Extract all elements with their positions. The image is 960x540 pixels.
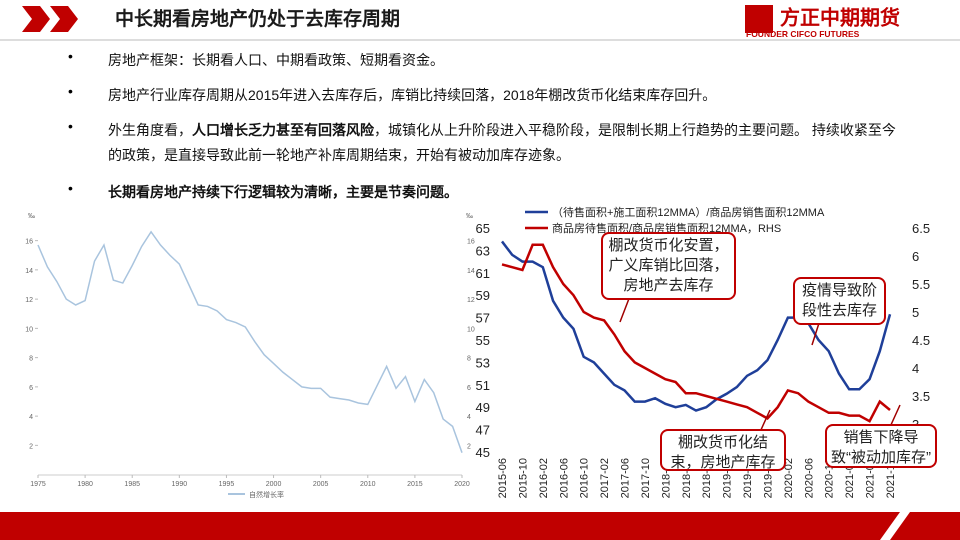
y-tick-label: 10 (25, 326, 33, 333)
text-run: 长期看房地产持续下行逻辑较为清晰，主要是节奏问题。 (108, 184, 458, 200)
text-run: 房地产框架：长期看人口、中期看政策、短期看资金。 (108, 52, 444, 68)
y2-tick-label: 4 (467, 414, 471, 421)
x-tick-label: 1975 (30, 481, 46, 488)
text-run: 人口增长乏力甚至有回落风险 (192, 122, 374, 138)
x-tick-label: 2017-10 (640, 458, 652, 498)
y2-tick-label: 6.5 (912, 221, 930, 236)
y2-tick-label: 14 (467, 268, 475, 275)
x-tick-label: 2017-02 (599, 458, 611, 498)
logo-subtext: FOUNDER CIFCO FUTURES (746, 29, 860, 39)
y-tick-label: 49 (476, 400, 490, 415)
y-tick-label: 57 (476, 311, 490, 326)
x-tick-label: 2010 (360, 481, 376, 488)
y-tick-label: 16 (25, 239, 33, 246)
chevron (22, 6, 50, 32)
text-run: 外生角度看， (108, 122, 192, 138)
y-tick-label: 4 (29, 414, 33, 421)
y2-tick-label: 16 (467, 239, 475, 246)
bullet-text: 房地产行业库存周期从2015年进入去库存后，库销比持续回落，2018年棚改货币化… (108, 83, 898, 108)
bullet-dot: • (68, 83, 73, 99)
x-tick-label: 2020-06 (803, 458, 815, 498)
callout: 棚改货币化结束，房地产库存回升 (660, 429, 786, 471)
x-tick-label: 2021-02 (844, 458, 856, 498)
x-tick-label: 1985 (124, 481, 140, 488)
y2-tick-label: 6 (467, 385, 471, 392)
y2-tick-label: 10 (467, 326, 475, 333)
y-tick-label: 47 (476, 423, 490, 438)
y-tick-label: 63 (476, 243, 490, 258)
y2-tick-label: 12 (467, 297, 475, 304)
footer-band (0, 512, 900, 540)
x-tick-label: 2015 (407, 481, 423, 488)
y-tick-label: 45 (476, 445, 490, 460)
bullet-text: 长期看房地产持续下行逻辑较为清晰，主要是节奏问题。 (108, 180, 898, 205)
y2-tick-label: 5 (912, 305, 919, 320)
y2-unit: ‰ (466, 213, 473, 220)
y-tick-label: 65 (476, 221, 490, 236)
y-tick-label: 59 (476, 288, 490, 303)
bullet-dot: • (68, 180, 73, 196)
y2-tick-label: 4.5 (912, 333, 930, 348)
text-run: ，城镇化从上升阶段进入平稳阶段，是限制长期上行趋势的主要问题。 持续收紧至今的政… (108, 122, 896, 163)
line-series (501, 240, 892, 412)
x-tick-label: 2020-02 (783, 458, 795, 498)
slide-title: 中长期看房地产仍处于去库存周期 (115, 7, 400, 30)
y2-tick-label: 3.5 (912, 389, 930, 404)
y-tick-label: 51 (476, 378, 490, 393)
x-tick-label: 2015-06 (497, 458, 509, 498)
y2-tick-label: 8 (467, 356, 471, 363)
text-run: 房地产行业库存周期从2015年进入去库存后，库销比持续回落，2018年棚改货币化… (108, 87, 717, 103)
x-tick-label: 2005 (313, 481, 329, 488)
x-tick-label: 2020-10 (824, 458, 836, 498)
x-tick-label: 2015-10 (517, 458, 529, 498)
logo-mark (745, 5, 773, 33)
callout: 疫情导致阶段性去库存 (793, 277, 886, 325)
callout: 销售下降导致“被动加库存” (825, 424, 937, 468)
legend-label: 商品房待售面积/商品房销售面积12MMA，RHS (552, 221, 781, 235)
legend-label: （待售面积+施工面积12MMA）/商品房销售面积12MMA (552, 205, 825, 219)
line-series (37, 230, 463, 453)
logo-text: 方正中期期货 (780, 5, 900, 29)
y2-tick-label: 6 (912, 249, 919, 264)
footer-band (890, 512, 960, 540)
y2-tick-label: 4 (912, 361, 919, 376)
y-unit: ‰ (28, 213, 35, 220)
y-tick-label: 55 (476, 333, 490, 348)
y-tick-label: 2 (29, 443, 33, 450)
y2-tick-label: 2 (467, 443, 471, 450)
line-series (501, 243, 891, 423)
x-tick-label: 2016-10 (579, 458, 591, 498)
bullet-dot: • (68, 118, 73, 134)
y2-tick-label: 5.5 (912, 277, 930, 292)
x-tick-label: 2021-06 (865, 458, 877, 498)
x-tick-label: 2016-06 (558, 458, 570, 498)
x-tick-label: 2016-02 (538, 458, 550, 498)
x-tick-label: 2000 (266, 481, 282, 488)
x-tick-label: 2020 (454, 481, 470, 488)
y-tick-label: 8 (29, 356, 33, 363)
y-tick-label: 61 (476, 266, 490, 281)
y-tick-label: 6 (29, 385, 33, 392)
x-tick-label: 1980 (77, 481, 93, 488)
legend-label: 自然增长率 (249, 490, 284, 499)
y-tick-label: 12 (25, 297, 33, 304)
bullet-text: 外生角度看，人口增长乏力甚至有回落风险，城镇化从上升阶段进入平稳阶段，是限制长期… (108, 118, 898, 168)
callout: 棚改货币化安置，广义库销比回落，房地产去库存 (601, 232, 736, 300)
bullet-dot: • (68, 48, 73, 64)
x-tick-label: 1995 (219, 481, 235, 488)
x-tick-label: 1990 (172, 481, 188, 488)
x-tick-label: 2017-06 (620, 458, 632, 498)
chevron (50, 6, 78, 32)
y-tick-label: 14 (25, 268, 33, 275)
bullet-text: 房地产框架：长期看人口、中期看政策、短期看资金。 (108, 48, 898, 73)
x-tick-label: 2021-10 (885, 458, 897, 498)
y-tick-label: 53 (476, 355, 490, 370)
